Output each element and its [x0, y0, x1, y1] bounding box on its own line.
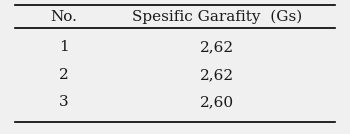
Text: 1: 1 — [59, 40, 69, 54]
Text: 2,60: 2,60 — [199, 95, 234, 109]
Text: 3: 3 — [59, 95, 69, 109]
Text: Spesific Garafity  (Gs): Spesific Garafity (Gs) — [132, 10, 302, 24]
Text: 2,62: 2,62 — [199, 68, 234, 82]
Text: 2,62: 2,62 — [199, 40, 234, 54]
Text: No.: No. — [50, 10, 77, 24]
Text: 2: 2 — [59, 68, 69, 82]
